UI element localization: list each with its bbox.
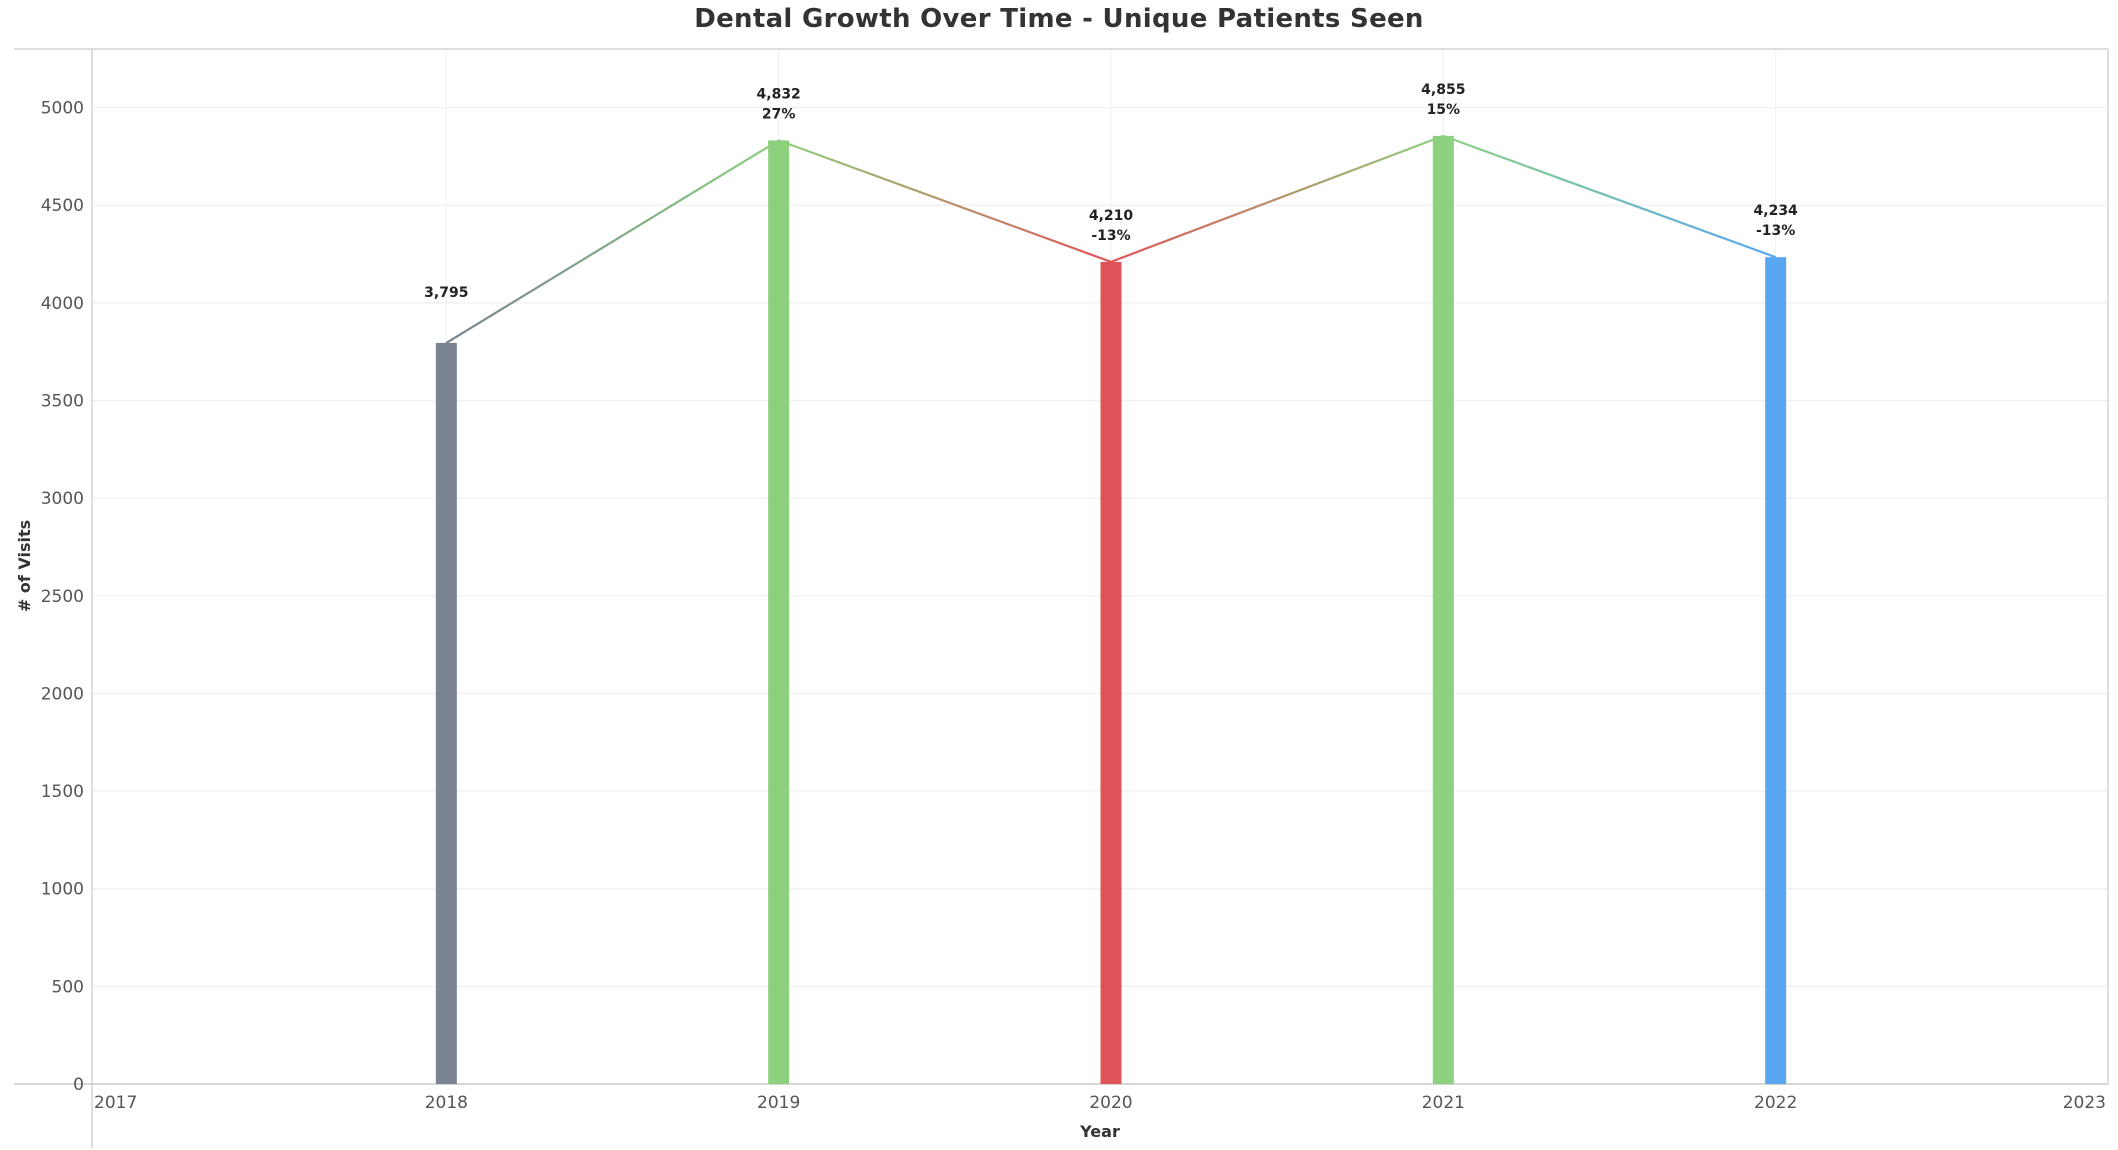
trend-line-segment bbox=[1442, 134, 1777, 259]
axes-layer bbox=[14, 48, 2109, 1148]
grid-layer bbox=[92, 49, 2108, 1084]
y-tick-label: 2000 bbox=[41, 684, 84, 704]
x-tick-label: 2021 bbox=[1422, 1093, 1465, 1113]
pct-label-2019: 27% bbox=[762, 106, 796, 122]
x-tick-label: 2020 bbox=[1089, 1093, 1132, 1113]
y-tick-label: 0 bbox=[73, 1075, 84, 1095]
pct-label-2022: -13% bbox=[1756, 223, 1795, 239]
x-tick-label: 2023 bbox=[2063, 1093, 2106, 1113]
y-tick-label: 3000 bbox=[41, 489, 84, 509]
y-tick-label: 4000 bbox=[41, 294, 84, 314]
y-tick-label: 1500 bbox=[41, 782, 84, 802]
y-axis-title: # of Visits bbox=[15, 520, 34, 612]
y-tick-label: 500 bbox=[52, 977, 84, 997]
bar-2022 bbox=[1765, 257, 1787, 1084]
trend-line-segment bbox=[778, 139, 1112, 263]
pct-label-2021: 15% bbox=[1427, 102, 1461, 118]
y-tick-label: 5000 bbox=[41, 99, 84, 119]
value-label-2020: 4,210 bbox=[1089, 208, 1134, 224]
x-tick-labels: 2017 2018 2019 2020 2021 2022 2023 bbox=[94, 1093, 2106, 1113]
value-label-2022: 4,234 bbox=[1754, 203, 1799, 219]
chart-title: Dental Growth Over Time - Unique Patient… bbox=[694, 4, 1424, 34]
y-tick-labels: 0 500 1000 1500 2000 2500 3000 3500 4000 4500 5000 bbox=[41, 99, 84, 1095]
pct-label-2020: -13% bbox=[1091, 228, 1130, 244]
x-tick-label: 2022 bbox=[1754, 1093, 1797, 1113]
bars bbox=[435, 135, 1787, 1084]
value-label-2021: 4,855 bbox=[1421, 82, 1465, 98]
bar-2018 bbox=[435, 342, 457, 1084]
y-tick-label: 1000 bbox=[41, 880, 84, 900]
x-tick-label: 2018 bbox=[425, 1093, 468, 1113]
trend-line-segment bbox=[445, 139, 780, 344]
y-tick-label: 2500 bbox=[41, 587, 84, 607]
trend-line-segment bbox=[1110, 134, 1444, 263]
y-tick-label: 3500 bbox=[41, 392, 84, 412]
bar-2019 bbox=[768, 140, 790, 1084]
data-labels: 3,795 4,832 27% 4,210 -13% 4,855 15% 4,234 -13% bbox=[424, 82, 1798, 301]
value-label-2019: 4,832 bbox=[757, 86, 801, 102]
x-axis-title: Year bbox=[1079, 1122, 1120, 1141]
y-tick-label: 4500 bbox=[41, 196, 84, 216]
value-label-2018: 3,795 bbox=[424, 285, 468, 301]
bar-2021 bbox=[1432, 135, 1454, 1084]
x-tick-label: 2019 bbox=[757, 1093, 800, 1113]
x-tick-label: 2017 bbox=[94, 1093, 137, 1113]
trend-line bbox=[445, 134, 1777, 344]
bar-2020 bbox=[1100, 261, 1122, 1084]
